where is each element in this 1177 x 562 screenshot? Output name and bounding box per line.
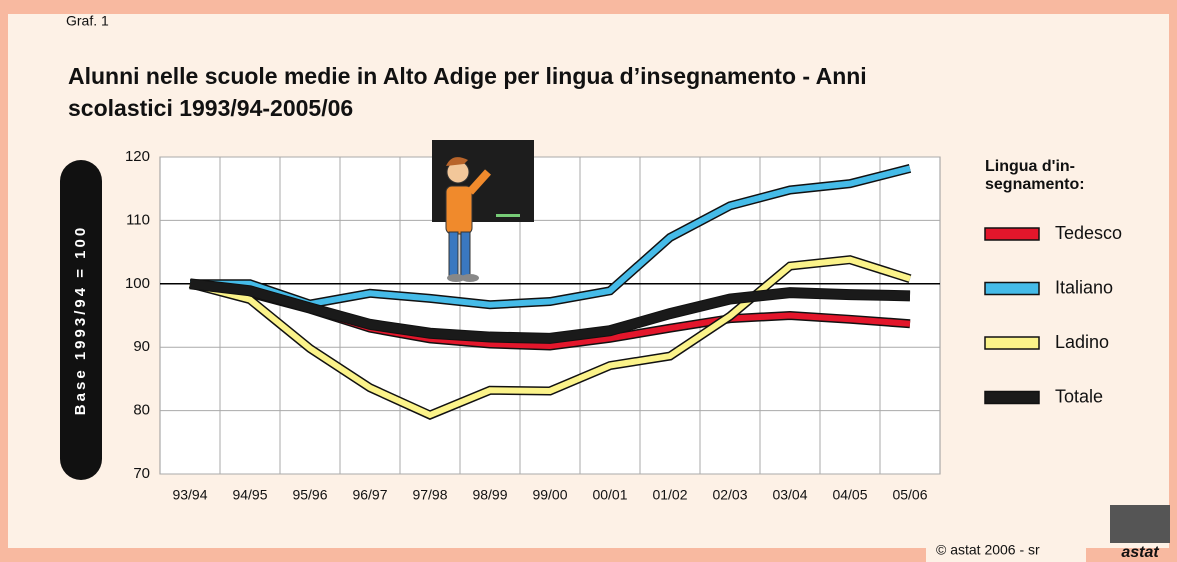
arm: [467, 169, 491, 195]
footer-tab: [926, 540, 1086, 562]
chalk: [496, 214, 520, 217]
x-tick-label: 00/01: [592, 487, 627, 503]
teacher: [432, 140, 534, 282]
logo: astat: [1110, 505, 1170, 561]
y-tick-label: 90: [133, 338, 150, 355]
legend-label: Totale: [1055, 386, 1103, 406]
tab-label: Graf. 1: [66, 13, 109, 29]
x-tick-label: 03/04: [772, 487, 807, 503]
shirt: [445, 185, 473, 235]
legend-label: Tedesco: [1055, 223, 1122, 243]
shoe: [461, 274, 479, 282]
legend-swatch: [984, 281, 1040, 296]
x-tick-label: 05/06: [892, 487, 927, 503]
legend-swatch: [984, 336, 1040, 350]
y-tick-label: 80: [133, 402, 150, 419]
x-tick-label: 98/99: [472, 487, 507, 503]
chart-title: Alunni nelle scuole medie in Alto Adige …: [68, 63, 867, 89]
x-tick-label: 95/96: [292, 487, 327, 503]
copyright: © astat 2006 - sr: [936, 542, 1040, 558]
ylabel-pill: [60, 160, 102, 480]
y-axis-label: Base 1993/94 = 100: [72, 225, 89, 415]
x-tick-label: 04/05: [832, 487, 867, 503]
legend-title: Lingua d'in-: [985, 158, 1075, 175]
series-line: [189, 256, 911, 419]
x-tick-label: 93/94: [172, 487, 207, 503]
hair: [446, 157, 468, 166]
legend-swatch: [984, 390, 1040, 405]
legend-title: segnamento:: [985, 176, 1085, 193]
logo-block: [1110, 505, 1170, 543]
x-tick-label: 94/95: [232, 487, 267, 503]
y-tick-label: 100: [125, 275, 150, 292]
chart-title: scolastici 1993/94-2005/06: [68, 95, 353, 121]
leg: [460, 231, 471, 277]
x-tick-label: 02/03: [712, 487, 747, 503]
x-tick-label: 01/02: [652, 487, 687, 503]
legend-swatch: [984, 227, 1040, 241]
y-tick-label: 110: [126, 211, 150, 228]
series-line: [189, 279, 911, 343]
logo-text: astat: [1121, 544, 1159, 561]
y-tick-label: 70: [133, 465, 150, 482]
x-tick-label: 96/97: [352, 487, 387, 503]
legend-label: Ladino: [1055, 332, 1109, 352]
leg: [448, 231, 459, 277]
shoe: [447, 274, 465, 282]
x-tick-label: 99/00: [532, 487, 567, 503]
legend-label: Italiano: [1055, 277, 1113, 297]
tab-shape: [8, 0, 172, 14]
x-tick-label: 97/98: [412, 487, 447, 503]
y-tick-label: 120: [125, 148, 150, 165]
